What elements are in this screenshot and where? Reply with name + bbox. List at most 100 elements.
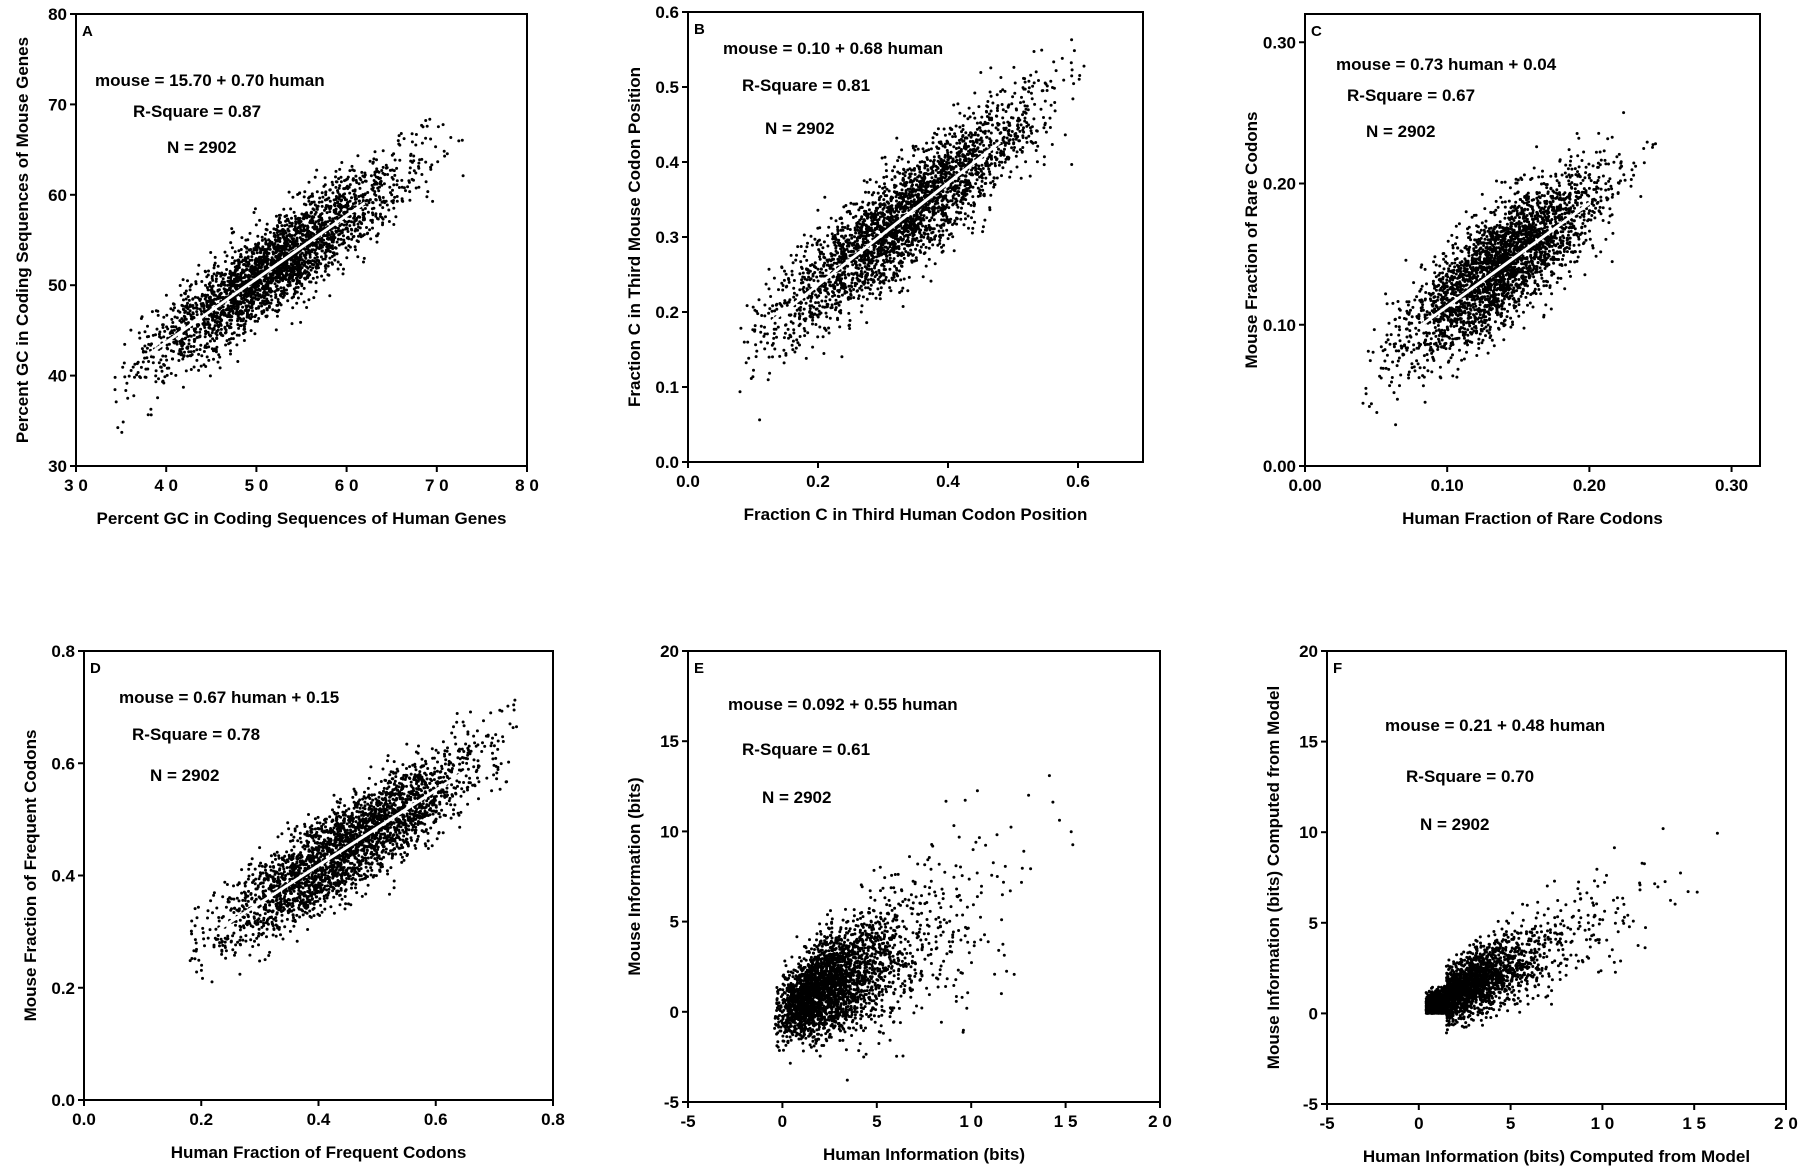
scatter-point <box>335 240 339 244</box>
scatter-point <box>901 286 905 290</box>
scatter-point <box>888 241 892 245</box>
scatter-point <box>258 288 262 292</box>
x-tick-label: 4 0 <box>154 476 178 495</box>
scatter-point <box>228 283 232 287</box>
scatter-point <box>374 198 378 202</box>
scatter-point <box>749 377 753 380</box>
scatter-point <box>885 175 889 179</box>
scatter-point <box>1018 129 1022 133</box>
scatter-point <box>770 309 774 313</box>
scatter-point <box>782 348 786 352</box>
scatter-point <box>865 231 869 235</box>
scatter-point <box>319 223 322 227</box>
scatter-point <box>237 258 241 262</box>
scatter-point <box>953 179 957 183</box>
scatter-point <box>333 225 337 229</box>
scatter-point <box>805 287 809 291</box>
scatter-point <box>133 375 136 379</box>
scatter-point <box>849 293 853 297</box>
scatter-point <box>790 343 794 347</box>
scatter-point <box>350 196 353 200</box>
scatter-point <box>989 131 993 135</box>
scatter-point <box>811 322 814 326</box>
scatter-point <box>184 305 188 309</box>
x-tick-label: 3 0 <box>64 476 88 495</box>
scatter-point <box>160 369 164 373</box>
scatter-point <box>216 295 220 299</box>
scatter-point <box>970 148 974 152</box>
scatter-point <box>371 211 374 215</box>
scatter-point <box>150 342 153 346</box>
scatter-point <box>976 133 980 137</box>
scatter-point <box>161 354 165 358</box>
scatter-point <box>287 190 291 194</box>
scatter-point <box>187 312 191 316</box>
scatter-point <box>127 374 131 378</box>
scatter-point <box>814 301 818 305</box>
scatter-point <box>1035 129 1039 133</box>
scatter-point <box>901 305 905 308</box>
scatter-point <box>786 327 790 331</box>
scatter-point <box>280 224 284 228</box>
scatter-point <box>933 237 936 241</box>
scatter-point <box>215 337 219 340</box>
scatter-point <box>230 272 234 276</box>
scatter-point <box>924 245 928 249</box>
scatter-point <box>926 172 930 176</box>
scatter-point <box>426 190 430 194</box>
scatter-point <box>952 221 956 225</box>
scatter-point <box>955 217 959 221</box>
scatter-point <box>286 238 290 242</box>
scatter-point <box>296 193 300 196</box>
scatter-point <box>230 246 234 250</box>
scatter-point <box>273 282 277 286</box>
scatter-point <box>971 139 975 143</box>
scatter-point <box>346 235 350 239</box>
scatter-point <box>307 180 311 184</box>
scatter-point <box>962 223 966 227</box>
scatter-point <box>819 274 822 278</box>
scatter-point <box>867 190 871 194</box>
scatter-point <box>1042 163 1046 167</box>
scatter-point <box>377 189 381 193</box>
scatter-point <box>287 264 291 268</box>
scatter-point <box>395 195 399 198</box>
scatter-point <box>161 379 165 383</box>
scatter-point <box>305 232 309 236</box>
scatter-point <box>317 200 321 204</box>
scatter-point <box>190 353 194 357</box>
scatter-point <box>911 253 915 257</box>
scatter-point <box>1040 89 1044 93</box>
scatter-point <box>277 221 281 224</box>
scatter-point <box>260 304 264 308</box>
scatter-point <box>414 186 418 190</box>
scatter-point <box>959 198 963 202</box>
scatter-point <box>822 240 826 244</box>
scatter-point <box>391 188 394 192</box>
scatter-point <box>231 283 235 287</box>
scatter-point <box>777 288 780 292</box>
scatter-point <box>229 276 233 280</box>
scatter-point <box>971 210 975 214</box>
scatter-point <box>179 293 183 297</box>
scatter-point <box>358 186 362 190</box>
scatter-point <box>243 298 247 302</box>
scatter-point <box>332 251 336 255</box>
scatter-point <box>1023 80 1027 84</box>
scatter-point <box>457 139 461 143</box>
scatter-point <box>345 226 348 230</box>
scatter-point <box>275 231 279 235</box>
scatter-point <box>358 199 361 203</box>
scatter-point <box>985 104 989 108</box>
scatter-point <box>253 265 257 269</box>
scatter-point <box>767 267 771 271</box>
scatter-point <box>996 104 1000 108</box>
scatter-point <box>339 237 343 241</box>
scatter-point <box>930 167 934 171</box>
scatter-point <box>213 261 217 265</box>
scatter-point <box>424 136 428 140</box>
scatter-point <box>802 233 806 237</box>
scatter-point <box>236 360 240 363</box>
scatter-point <box>305 216 309 220</box>
scatter-point <box>836 251 840 255</box>
